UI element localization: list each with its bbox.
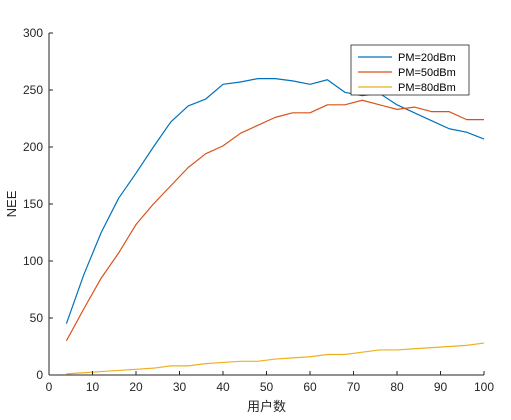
legend-label: PM=80dBm [398,82,456,94]
y-tick-label: 300 [23,26,43,40]
y-tick-label: 150 [23,197,43,211]
x-tick-label: 40 [216,380,230,394]
x-tick-label: 70 [347,380,361,394]
x-tick-label: 10 [86,380,100,394]
y-tick-label: 200 [23,140,43,154]
y-tick-label: 250 [23,83,43,97]
y-tick-label: 0 [36,368,43,382]
x-tick-label: 50 [260,380,274,394]
legend-items: PM=20dBm PM=50dBm PM=80dBm [358,52,456,94]
series-line-pm-50dbm [65,99,484,342]
x-tick-label: 80 [390,380,404,394]
x-axis-label: 用户数 [247,399,286,414]
y-tick-label: 100 [23,254,43,268]
y-axis-label: NEE [4,190,19,217]
x-tick-label: 20 [129,380,143,394]
x-tick-label: 100 [474,380,494,394]
x-tick-label: 30 [173,380,187,394]
x-tick-label: 90 [434,380,448,394]
x-ticks: 0 10 20 30 40 50 60 70 80 90 100 [46,371,494,394]
series-layer [65,77,485,375]
series-line-pm-20dbm [65,77,485,324]
legend: PM=20dBm PM=50dBm PM=80dBm [350,44,470,96]
legend-label: PM=50dBm [398,67,456,79]
x-tick-label: 60 [303,380,317,394]
y-ticks: 0 50 100 150 200 250 300 [23,26,53,382]
legend-label: PM=20dBm [398,52,456,64]
y-tick-label: 50 [30,311,44,325]
x-tick-label: 0 [46,380,53,394]
series-line-pm-80dbm [66,342,485,375]
